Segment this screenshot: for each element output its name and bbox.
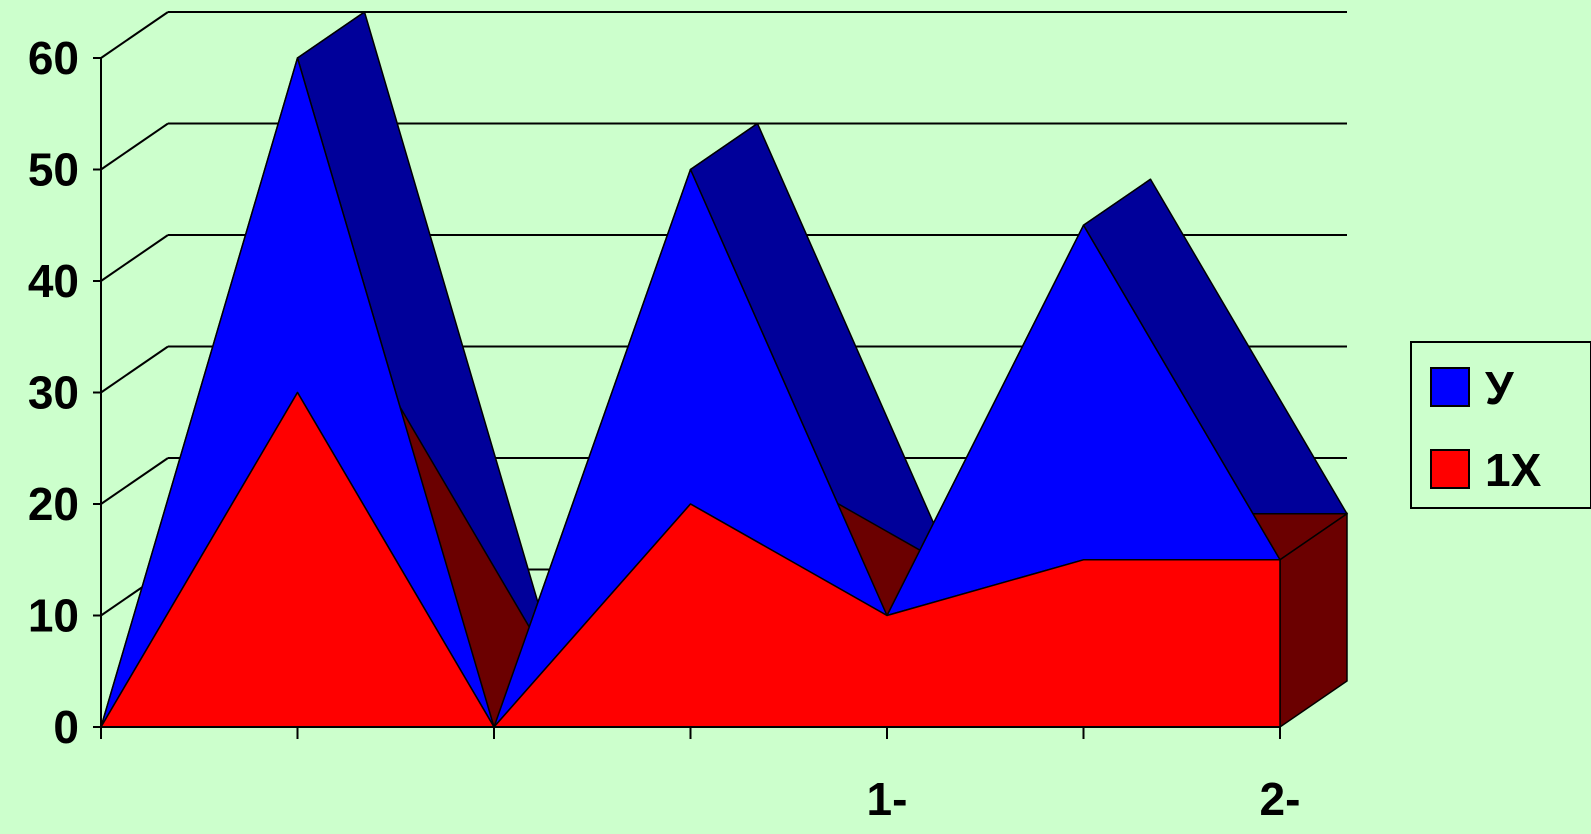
x-tick-label: 1- (867, 773, 908, 825)
axis-layer: 0 10 20 30 40 50 60 1- 2- (28, 32, 1301, 825)
side-wall-gridline (100, 11, 169, 59)
side-wall-gridline (100, 122, 169, 171)
y-tick-label: 40 (28, 255, 79, 307)
y-tick-label: 30 (28, 367, 79, 419)
legend-swatch (1430, 367, 1470, 407)
x-tick-label: 2- (1260, 773, 1301, 825)
legend-label: У (1485, 362, 1515, 414)
y-tick-label: 20 (28, 478, 79, 530)
legend-swatch (1430, 449, 1470, 489)
y-tick-label: 10 (28, 590, 79, 642)
side-wall-gridline (100, 457, 169, 505)
y-tick-label: 60 (28, 32, 79, 84)
y-tick-label: 50 (28, 144, 79, 196)
y-tick-label: 0 (53, 701, 79, 753)
side-wall-gridline (100, 345, 169, 394)
area-layer (100, 11, 1348, 729)
legend: У 1X (1410, 341, 1591, 509)
side-wall-gridline (100, 234, 169, 282)
legend-label: 1X (1485, 444, 1542, 496)
